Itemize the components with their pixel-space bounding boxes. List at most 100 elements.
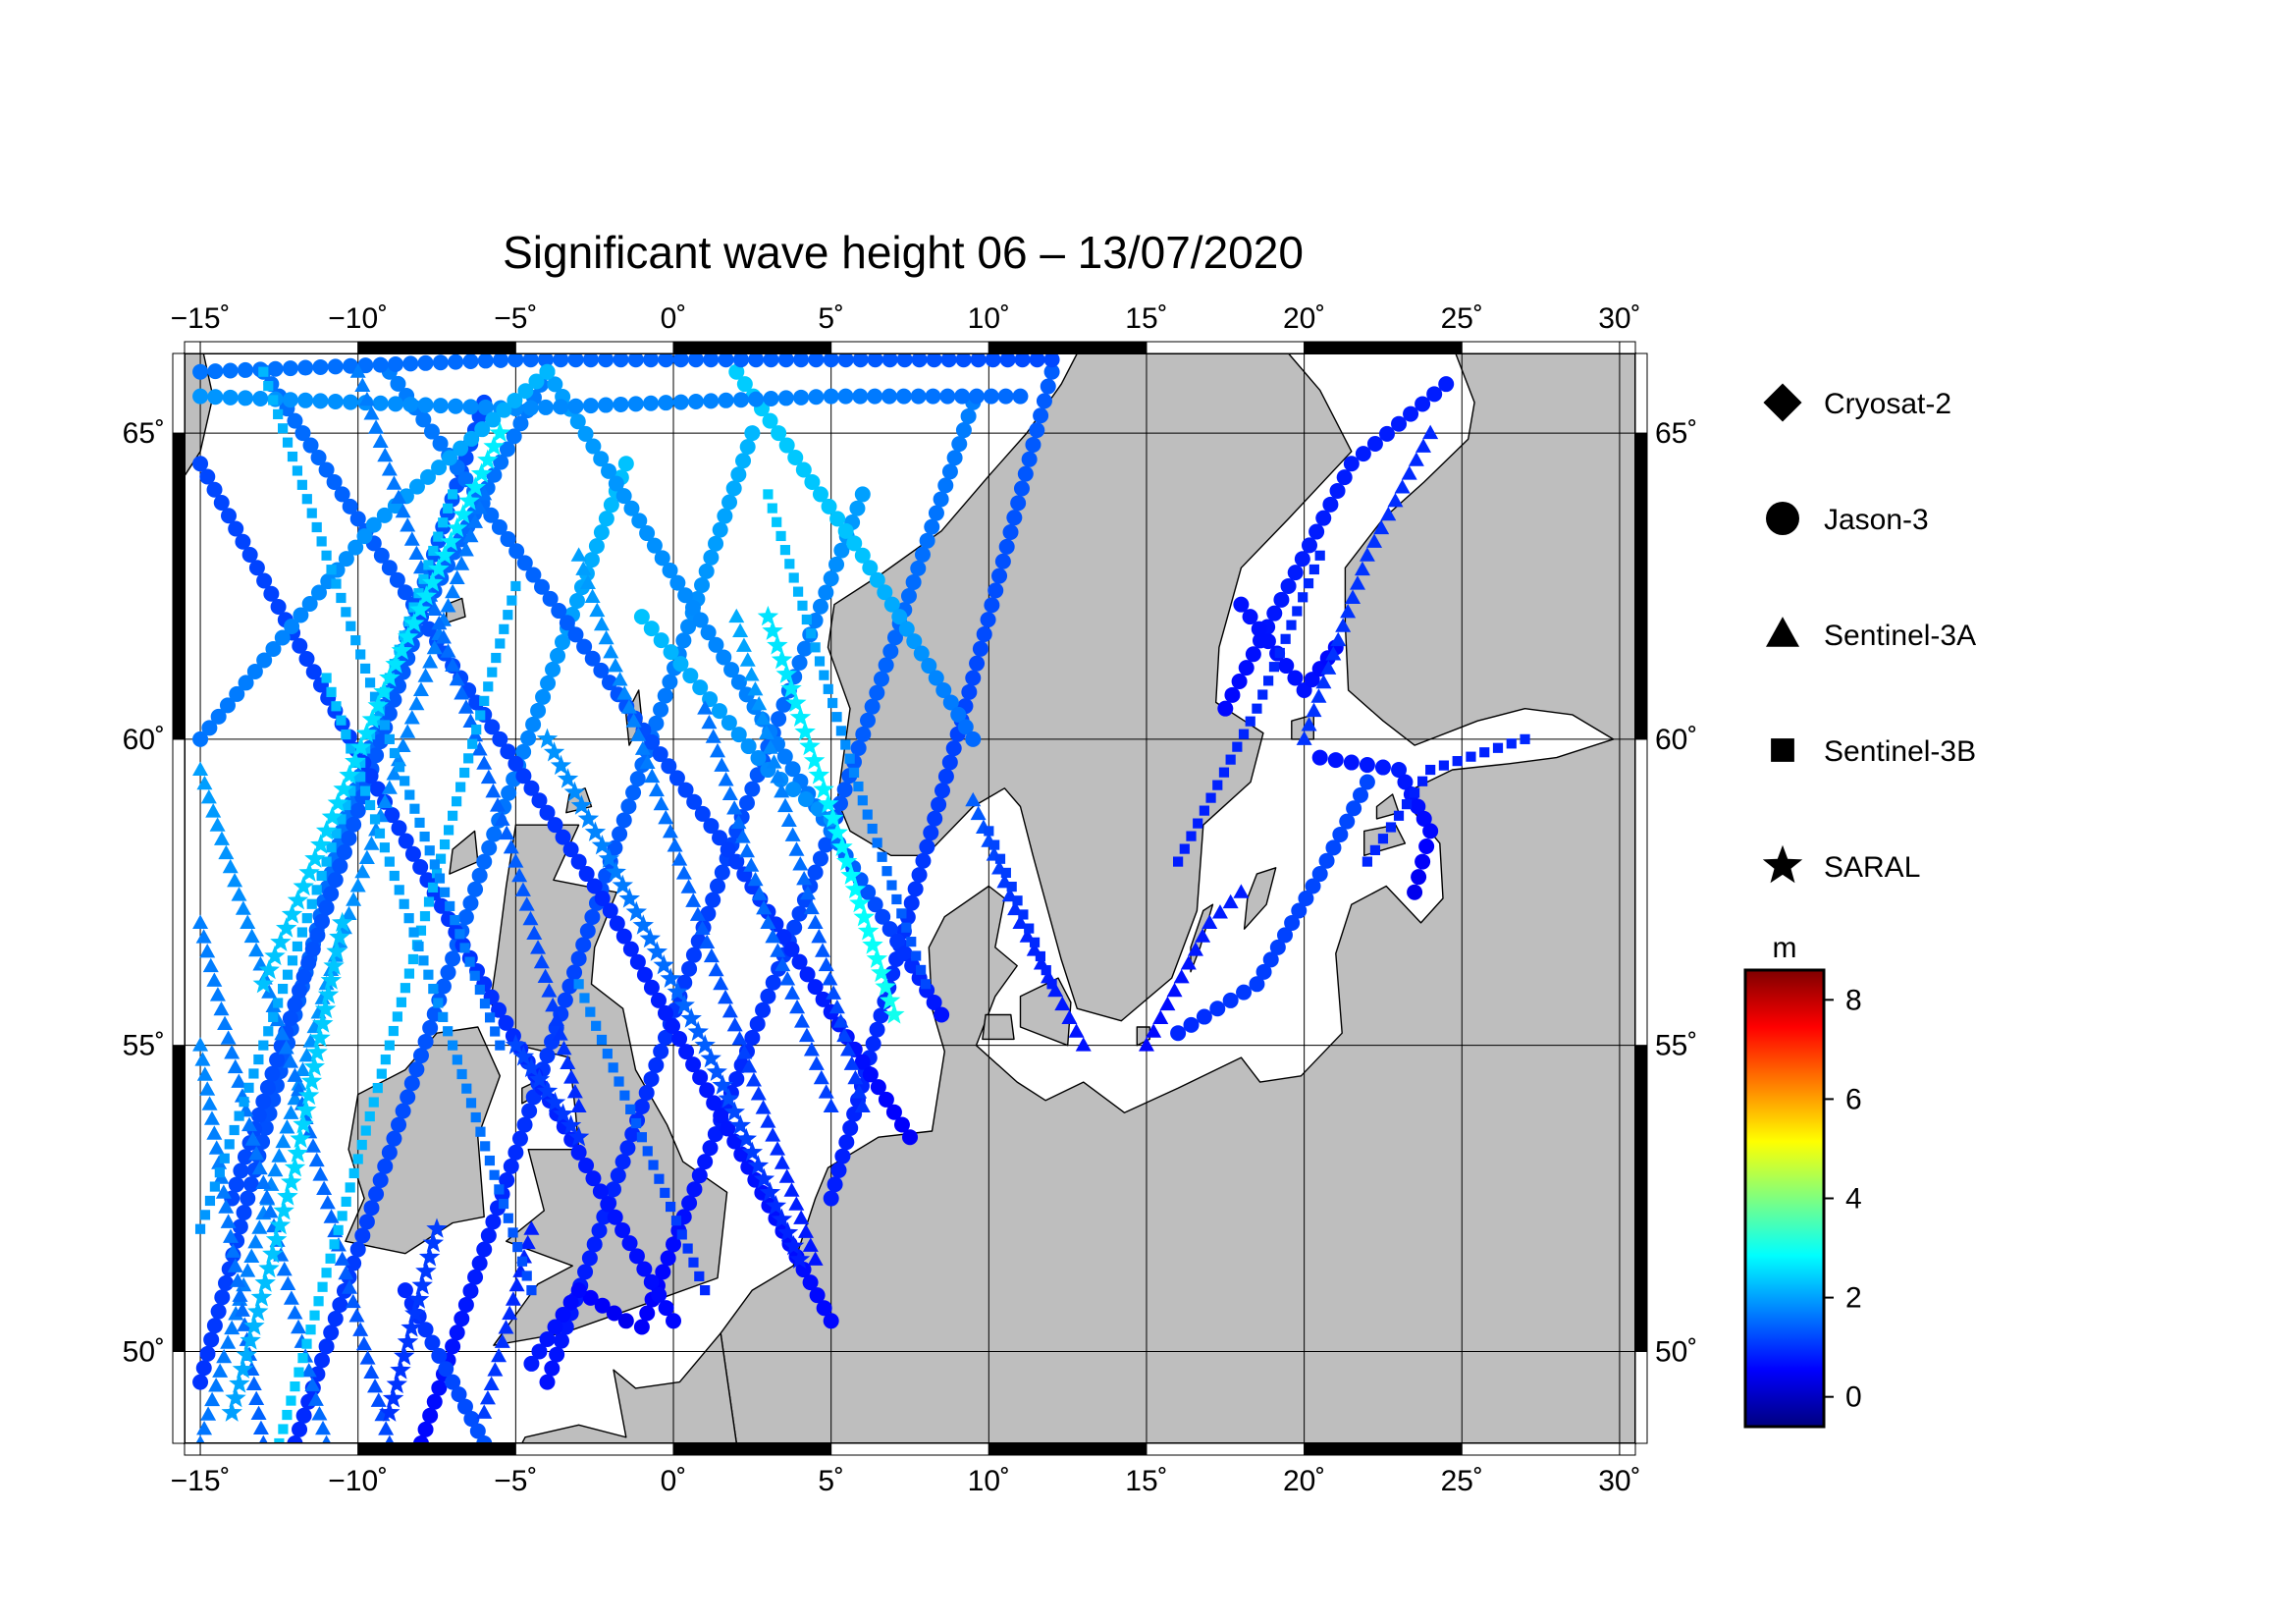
track-marker: [243, 1315, 265, 1335]
track-marker: [400, 983, 411, 994]
track-marker: [434, 544, 455, 565]
track-marker: [844, 878, 867, 898]
frame-segment: [199, 1442, 359, 1456]
track-marker: [507, 595, 517, 606]
track-marker: [760, 988, 776, 1004]
track-marker: [624, 1126, 641, 1143]
track-marker: [732, 392, 749, 408]
track-marker: [665, 1017, 681, 1034]
track-marker: [417, 1033, 434, 1050]
track-marker: [449, 671, 465, 686]
track-marker: [1401, 465, 1417, 480]
track-marker: [397, 584, 413, 601]
frame-segment: [172, 738, 186, 1047]
track-marker: [581, 1250, 598, 1267]
track-marker: [440, 598, 456, 613]
track-marker: [919, 532, 935, 549]
track-marker: [1315, 674, 1332, 689]
track-marker: [424, 1334, 441, 1351]
track-marker: [924, 518, 940, 535]
lon-tick-label-top: −10˚: [328, 302, 388, 335]
track-marker: [788, 1196, 805, 1211]
track-marker: [721, 1002, 738, 1018]
track-marker: [379, 720, 391, 730]
track-marker: [813, 779, 834, 799]
track-marker: [242, 1176, 259, 1193]
track-marker: [409, 803, 420, 814]
track-marker: [639, 525, 656, 542]
track-marker: [229, 1373, 250, 1393]
track-marker: [518, 896, 535, 911]
track-marker: [232, 1287, 248, 1302]
track-marker: [783, 1182, 800, 1197]
track-marker: [485, 1214, 502, 1230]
track-marker: [720, 1120, 736, 1137]
track-marker: [954, 388, 971, 405]
track-marker: [205, 803, 222, 818]
track-marker: [671, 851, 688, 866]
track-marker: [349, 1241, 366, 1258]
track-marker: [1466, 751, 1476, 762]
track-marker: [227, 1258, 243, 1272]
track-marker: [629, 771, 646, 787]
track-marker: [394, 885, 404, 895]
track-marker: [750, 750, 767, 767]
track-marker: [503, 839, 519, 854]
track-marker: [960, 407, 977, 424]
track-marker: [557, 992, 573, 1008]
track-marker: [632, 914, 654, 935]
track-marker: [1287, 565, 1304, 581]
track-marker: [355, 722, 378, 743]
track-marker: [199, 468, 216, 485]
track-marker: [356, 528, 373, 545]
track-marker: [716, 649, 732, 666]
track-marker: [854, 1054, 871, 1070]
track-marker: [248, 1068, 259, 1079]
track-marker: [364, 799, 376, 811]
track-marker: [1294, 551, 1310, 568]
track-marker: [703, 353, 720, 368]
track-marker: [327, 872, 344, 889]
track-marker: [759, 1181, 781, 1202]
lon-tick-label-bottom: 15˚: [1125, 1465, 1167, 1497]
track-marker: [474, 421, 491, 438]
frame-segment: [357, 1442, 516, 1456]
track-marker: [355, 1335, 372, 1351]
track-marker: [301, 1124, 318, 1139]
track-marker: [718, 772, 734, 786]
track-marker: [199, 1345, 216, 1362]
track-marker: [195, 1360, 212, 1377]
track-marker: [464, 956, 475, 967]
track-marker: [544, 1091, 566, 1112]
track-marker: [823, 683, 833, 694]
track-marker: [457, 471, 474, 488]
legend-item-saral: SARAL: [1762, 844, 1920, 884]
track-marker: [620, 798, 637, 815]
track-marker: [713, 975, 729, 991]
track-marker: [544, 1360, 561, 1377]
track-marker: [373, 547, 390, 564]
track-marker: [326, 686, 337, 697]
track-marker: [627, 353, 644, 368]
track-marker: [219, 1153, 230, 1163]
track-marker: [657, 1029, 673, 1046]
track-marker: [364, 1110, 375, 1122]
track-marker: [558, 1319, 574, 1335]
track-marker: [839, 1042, 856, 1056]
track-marker: [594, 891, 611, 906]
track-marker: [265, 1228, 288, 1249]
track-marker: [600, 1196, 616, 1213]
track-marker: [815, 943, 831, 957]
track-marker: [306, 508, 317, 518]
track-marker: [923, 825, 939, 841]
track-marker: [476, 755, 493, 770]
track-marker: [1438, 760, 1450, 771]
track-marker: [222, 858, 239, 874]
track-marker: [369, 814, 381, 825]
track-marker: [642, 1146, 653, 1157]
track-marker: [853, 781, 864, 792]
track-marker: [605, 1181, 621, 1198]
track-marker: [1013, 480, 1030, 497]
track-marker: [777, 797, 794, 813]
track-marker: [618, 888, 640, 908]
